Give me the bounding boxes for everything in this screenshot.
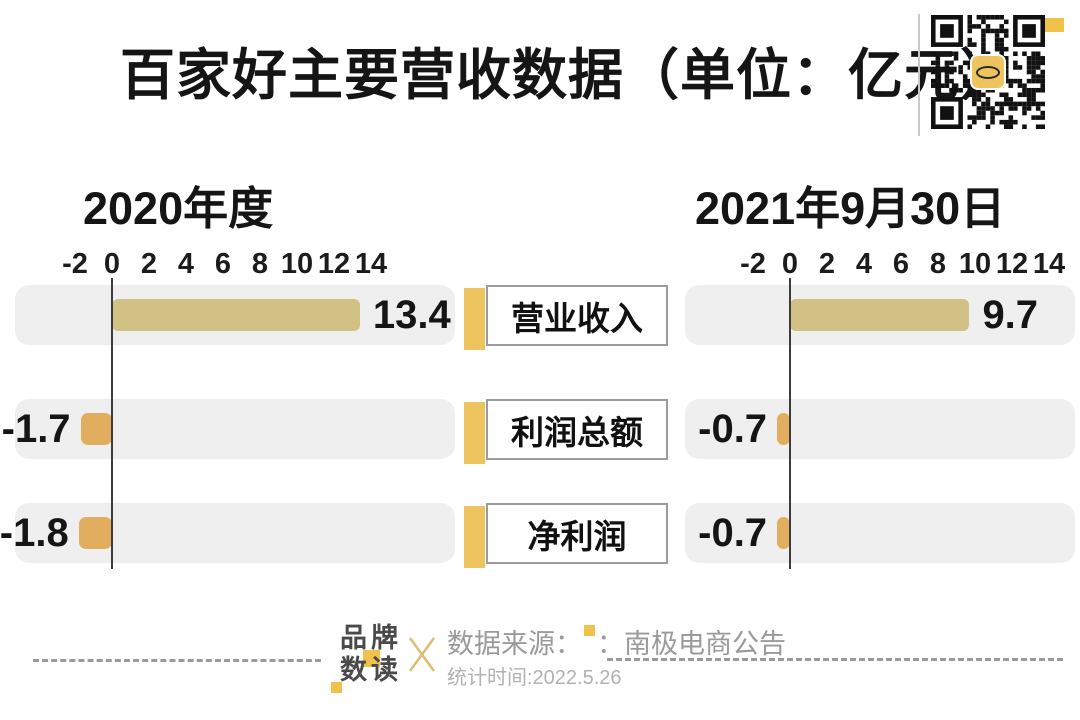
bar-value-label: -1.8 <box>0 511 69 555</box>
brand-logo-line1: 品牌 <box>340 623 402 653</box>
bar-profit-2021 <box>777 413 790 445</box>
metric-label-text: 利润总额 <box>511 413 643 451</box>
bar-revenue-2020 <box>112 299 360 331</box>
metric-label-text: 营业收入 <box>511 299 643 337</box>
axis-tick: 4 <box>177 248 195 280</box>
bar-value-label: -0.7 <box>698 407 768 451</box>
brand-logo-line2: 数读 <box>340 655 402 685</box>
bar-netprofit-2021 <box>777 517 790 549</box>
axis-tick: 14 <box>1032 248 1066 280</box>
metric-label-box: 利润总额 <box>486 399 668 460</box>
qr-pattern <box>931 15 1045 129</box>
bar-value-label: -1.7 <box>1 407 71 451</box>
bar-value-label: 13.4 <box>372 293 451 337</box>
axis-tick: 0 <box>781 248 799 280</box>
axis-tick: 2 <box>140 248 158 280</box>
metric-label-box: 营业收入 <box>486 285 668 346</box>
axis-tick: 8 <box>251 248 269 280</box>
panel-2021-title: 2021年9月30日 <box>695 183 1006 234</box>
brand-logo: 品牌 数读 <box>331 622 402 693</box>
bar-row-revenue-2020: 13.4 <box>15 285 455 345</box>
axis-tick: 12 <box>317 248 351 280</box>
bar-value-label: -0.7 <box>698 511 768 555</box>
metric-label-profit: 利润总额 <box>464 399 668 464</box>
chart-panel-2021: 2021年9月30日 -2 0 2 4 6 8 10 12 14 9.7 -0.… <box>685 0 1075 600</box>
zero-axis-line <box>789 278 791 569</box>
bar-profit-2020 <box>80 413 112 445</box>
bar-row-revenue-2021: 9.7 <box>685 285 1075 345</box>
x-axis-2021: -2 0 2 4 6 8 10 12 14 <box>685 248 1075 280</box>
axis-tick: 6 <box>892 248 910 280</box>
bar-track <box>685 399 1075 459</box>
source-label: 数据来源： <box>447 629 582 659</box>
axis-tick: 6 <box>214 248 232 280</box>
qr-divider <box>918 14 920 136</box>
bar-netprofit-2020 <box>78 517 112 549</box>
data-source-line: 数据来源： ：南极电商公告 <box>447 622 786 661</box>
axis-tick: 2 <box>818 248 836 280</box>
bar-row-profit-2021: -0.7 <box>685 399 1075 459</box>
chart-panel-2020: 2020年度 -2 0 2 4 6 8 10 12 14 13.4 -1.7 -… <box>0 0 455 600</box>
axis-tick: 10 <box>280 248 314 280</box>
axis-tick: 4 <box>855 248 873 280</box>
metric-label-revenue: 营业收入 <box>464 285 668 350</box>
axis-tick: -2 <box>740 248 766 280</box>
brand-gold-square <box>363 650 380 667</box>
metric-label-box: 净利润 <box>486 503 668 564</box>
gold-corner-accent <box>1045 18 1064 32</box>
qr-code-icon <box>931 15 1045 129</box>
metric-label-netprofit: 净利润 <box>464 503 668 568</box>
gold-accent-bar <box>464 506 485 568</box>
axis-tick: 14 <box>354 248 388 280</box>
x-separator-icon <box>407 634 437 679</box>
panel-2020-title: 2020年度 <box>83 183 274 234</box>
metric-label-text: 净利润 <box>527 517 627 555</box>
axis-tick: 0 <box>103 248 121 280</box>
gold-accent-bar <box>464 288 485 350</box>
bar-row-netprofit-2021: -0.7 <box>685 503 1075 563</box>
stat-time: 统计时间:2022.5.26 <box>447 667 622 689</box>
bar-track <box>685 503 1075 563</box>
axis-tick: 8 <box>929 248 947 280</box>
bar-row-profit-2020: -1.7 <box>2 399 455 459</box>
dashed-rule-left <box>33 659 321 662</box>
gold-accent-bar <box>464 402 485 464</box>
qr-center-logo <box>970 54 1006 90</box>
zero-axis-line <box>111 278 113 569</box>
source-gold-square <box>584 625 595 636</box>
axis-tick: 12 <box>995 248 1029 280</box>
source-value: ：南极电商公告 <box>597 629 786 659</box>
brand-gold-square-small <box>331 682 342 693</box>
bar-value-label: 9.7 <box>982 293 1039 337</box>
dashed-rule-right <box>607 658 1063 661</box>
page-title: 百家好主要营收数据（单位：亿元） <box>120 44 1017 106</box>
axis-tick: -2 <box>62 248 88 280</box>
axis-tick: 10 <box>958 248 992 280</box>
bar-revenue-2021 <box>790 299 970 331</box>
bar-row-netprofit-2020: -1.8 <box>0 503 455 563</box>
x-axis-2020: -2 0 2 4 6 8 10 12 14 <box>15 248 455 280</box>
